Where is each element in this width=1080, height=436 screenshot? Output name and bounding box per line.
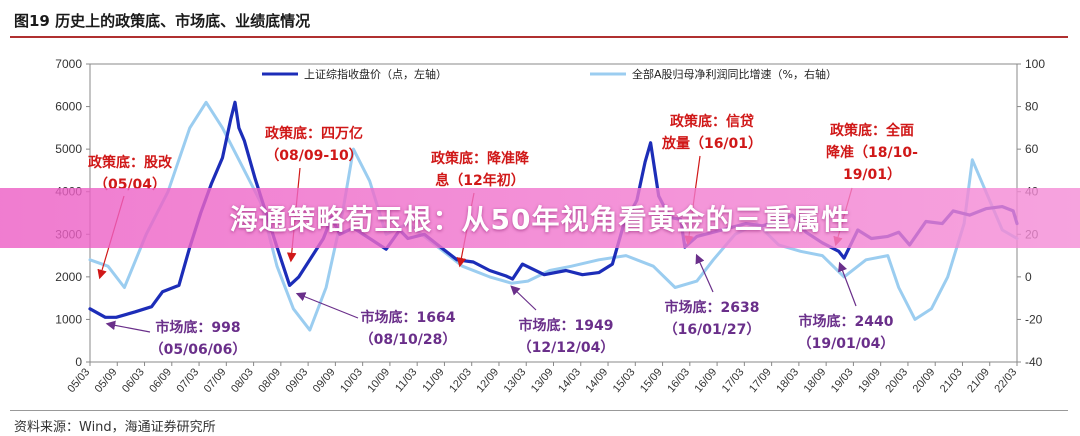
x-tick-label: 05/09 <box>93 366 120 395</box>
policy-bottom-label: （08/09-10） <box>265 148 362 164</box>
x-tick-label: 07/09 <box>202 366 229 395</box>
market-bottom-arrow <box>105 320 151 333</box>
policy-bottom-label: 息（12年初） <box>435 172 524 189</box>
x-tick-label: 15/03 <box>611 366 638 395</box>
x-tick-label: 13/03 <box>502 366 529 395</box>
market-bottom-arrow <box>295 292 359 319</box>
right-tick-label: 100 <box>1025 57 1045 71</box>
left-tick-label: 5000 <box>55 142 82 156</box>
market-bottom-arrow <box>510 285 537 311</box>
policy-bottom-label: 政策底：降准降 <box>431 150 530 167</box>
x-tick-label: 19/09 <box>856 366 883 395</box>
market-bottom-label: （05/06/06） <box>150 342 247 358</box>
market-bottom-label: 市场底：1949 <box>519 317 614 334</box>
figure-title: 图19 历史上的政策底、市场底、业绩底情况 <box>14 12 311 30</box>
market-bottom-label: （19/01/04） <box>798 336 895 352</box>
x-tick-label: 06/09 <box>147 366 174 395</box>
x-tick-label: 09/03 <box>284 366 311 395</box>
market-bottom-label: （12/12/04） <box>518 340 615 356</box>
x-tick-label: 10/03 <box>338 366 365 395</box>
x-tick-label: 17/09 <box>747 366 774 395</box>
x-tick-label: 20/09 <box>911 366 938 395</box>
policy-bottom-label: 放量（16/01） <box>661 135 762 152</box>
policy-bottom-label: 政策底：信贷 <box>670 113 754 130</box>
x-tick-label: 20/03 <box>883 366 910 395</box>
legend-index-label: 上证综指收盘价（点，左轴） <box>304 67 447 81</box>
x-tick-label: 10/09 <box>365 366 392 395</box>
right-tick-label: 80 <box>1025 100 1039 114</box>
x-tick-label: 05/03 <box>65 366 92 395</box>
profit-growth-line <box>88 100 1019 332</box>
x-tick-label: 18/03 <box>774 366 801 395</box>
policy-bottom-label: 政策底：全面 <box>830 122 914 139</box>
x-tick-label: 11/03 <box>393 366 419 394</box>
left-tick-label: 0 <box>75 355 82 369</box>
x-tick-label: 13/09 <box>529 366 556 395</box>
annotation-layer: 政策底：股改（05/04）政策底：四万亿（08/09-10） 政策底：降准降息（1… <box>88 113 918 358</box>
x-tick-label: 22/03 <box>992 366 1019 395</box>
right-tick-label: 60 <box>1025 142 1039 156</box>
right-tick-label: 0 <box>1025 270 1032 284</box>
x-tick-label: 15/09 <box>638 366 665 395</box>
x-tick-label: 19/03 <box>829 366 856 395</box>
source-note: 资料来源：Wind，海通证券研究所 <box>14 420 216 435</box>
left-tick-label: 7000 <box>55 57 82 71</box>
left-tick-label: 1000 <box>55 312 82 326</box>
headline-banner[interactable]: 海通策略荀玉根：从50年视角看黄金的三重属性 <box>0 188 1080 248</box>
title-divider <box>10 36 1068 38</box>
market-bottom-label: 市场底：2638 <box>665 299 760 316</box>
policy-bottom-label: 19/01） <box>843 167 901 183</box>
policy-bottom-label: 降准（18/10- <box>826 144 918 161</box>
x-tick-label: 16/09 <box>692 366 719 395</box>
x-tick-label: 16/03 <box>665 366 692 395</box>
x-tick-label: 21/03 <box>938 366 965 395</box>
x-tick-label: 06/03 <box>120 366 147 395</box>
x-tick-label: 18/09 <box>802 366 829 395</box>
legend: 上证综指收盘价（点，左轴） 全部A股归母净利润同比增速（%，右轴） <box>262 67 837 81</box>
x-tick-label: 12/03 <box>447 366 474 395</box>
x-tick-label: 17/03 <box>720 366 747 395</box>
x-tick-label: 09/09 <box>311 366 338 395</box>
left-tick-label: 2000 <box>55 270 82 284</box>
right-tick-label: -40 <box>1025 355 1043 369</box>
x-tick-label: 14/09 <box>583 366 610 395</box>
policy-bottom-label: 政策底：四万亿 <box>265 125 363 142</box>
x-tick-label: 21/09 <box>965 366 992 395</box>
banner-text: 海通策略荀玉根：从50年视角看黄金的三重属性 <box>229 203 851 236</box>
market-bottom-label: （16/01/27） <box>664 322 761 338</box>
chart: 01000200030004000500060007000-40-2002040… <box>55 57 1045 395</box>
x-tick-label: 07/03 <box>174 366 201 395</box>
market-bottom-label: （08/10/28） <box>360 332 457 348</box>
right-tick-label: -20 <box>1025 312 1043 326</box>
market-bottom-label: 市场底：2440 <box>799 313 894 330</box>
market-bottom-arrow <box>695 253 714 293</box>
market-bottom-arrow <box>838 261 857 307</box>
x-tick-label: 08/09 <box>256 366 283 395</box>
policy-bottom-label: 政策底：股改 <box>88 154 173 171</box>
x-tick-label: 12/09 <box>474 366 501 395</box>
x-tick-label: 11/09 <box>420 366 446 394</box>
x-tick-label: 08/03 <box>229 366 256 395</box>
left-tick-label: 6000 <box>55 100 82 114</box>
legend-growth-label: 全部A股归母净利润同比增速（%，右轴） <box>632 67 837 81</box>
footer-divider <box>10 410 1068 411</box>
market-bottom-label: 市场底：1664 <box>361 309 456 326</box>
x-tick-label: 14/03 <box>556 366 583 395</box>
market-bottom-label: 市场底：998 <box>155 319 240 336</box>
